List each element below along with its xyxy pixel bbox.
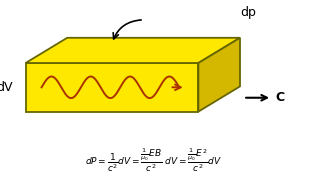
- Text: dV: dV: [0, 81, 13, 94]
- Polygon shape: [26, 63, 198, 112]
- Text: $dP = \dfrac{1}{c^2}dV = \dfrac{\frac{1}{\mu_0}EB}{c^2}\ dV = \dfrac{\frac{1}{\m: $dP = \dfrac{1}{c^2}dV = \dfrac{\frac{1}…: [85, 146, 222, 174]
- Text: C: C: [275, 91, 284, 104]
- Polygon shape: [198, 38, 240, 112]
- Text: dp: dp: [240, 6, 256, 19]
- Polygon shape: [26, 38, 240, 63]
